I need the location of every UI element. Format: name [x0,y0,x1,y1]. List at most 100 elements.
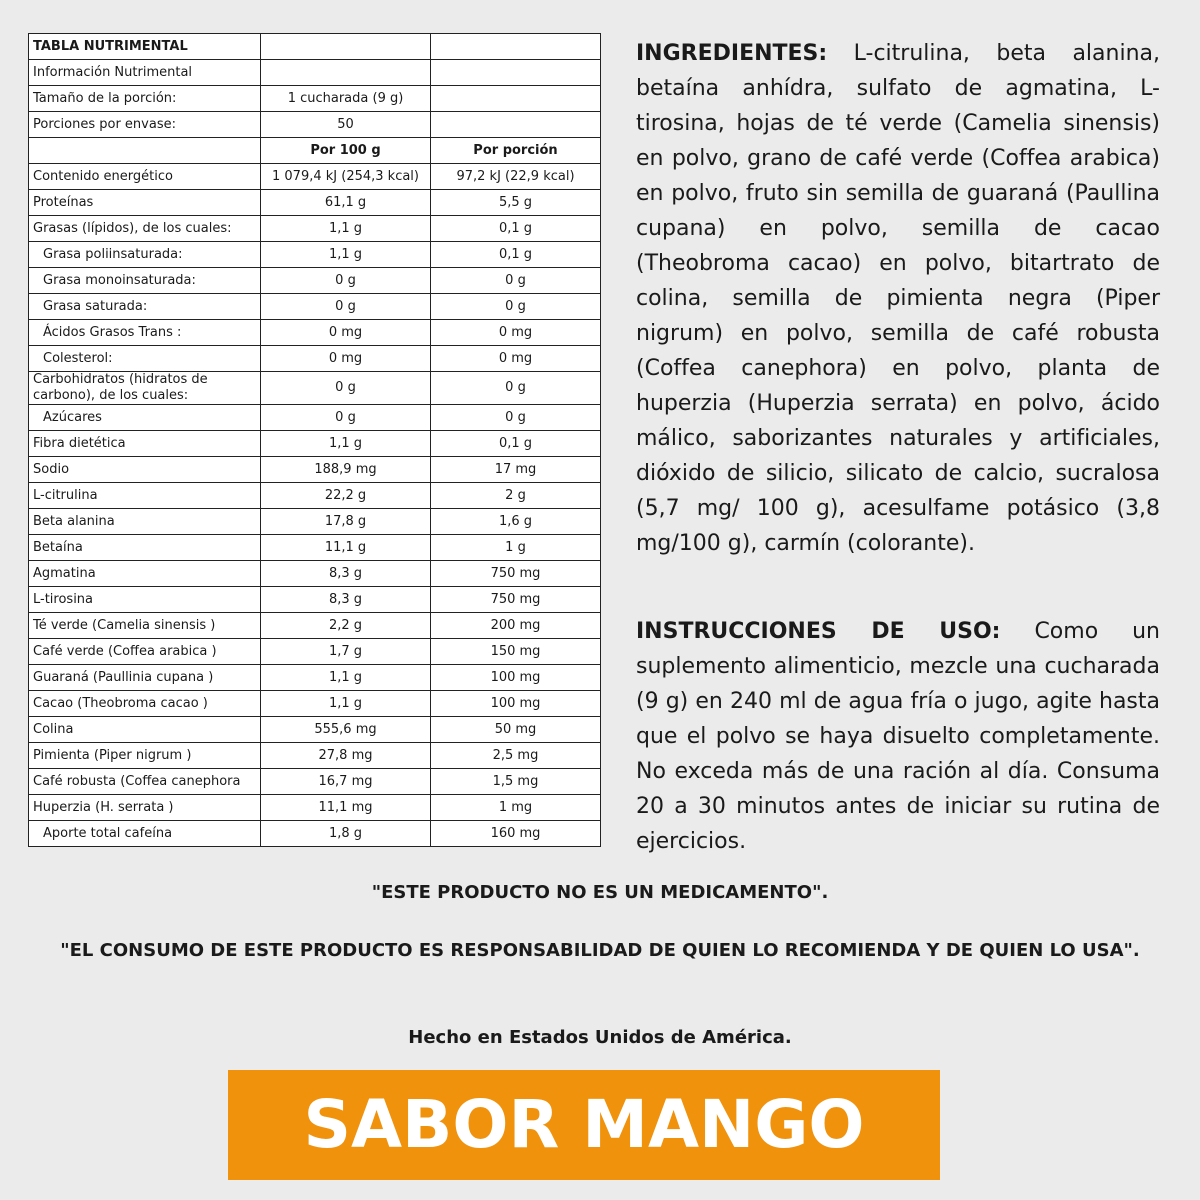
cell: 555,6 mg [260,716,431,743]
cell: 0,1 g [430,215,601,242]
cell: 8,3 g [260,586,431,613]
cell: Guaraná (Paullinia cupana ) [28,664,261,691]
cell: 750 mg [430,586,601,613]
table-title: TABLA NUTRIMENTAL [28,33,261,60]
cell: L-citrulina [28,482,261,509]
table-row: Colina 555,6 mg 50 mg [28,716,601,743]
cell: 0 g [430,293,601,320]
cell: 50 [260,111,431,138]
cell: 5,5 g [430,189,601,216]
text: Como un suplemento alimenticio, mezcle u… [636,619,1160,854]
cell: 16,7 mg [260,768,431,795]
cell: 0,1 g [430,241,601,268]
cell: Grasa saturada: [28,293,261,320]
ingredients: INGREDIENTES: L-citrulina, beta alanina,… [636,36,1160,561]
table-row: Proteínas 61,1 g 5,5 g [28,189,601,216]
table-row: Colesterol: 0 mg 0 mg [28,345,601,372]
cell: 1 g [430,534,601,561]
cell: Azúcares [28,404,261,431]
cell: Ácidos Grasos Trans : [28,319,261,346]
table-row: Grasas (lípidos), de los cuales: 1,1 g 0,1… [28,215,601,242]
cell: 0 mg [260,345,431,372]
table-row: Grasa poliinsaturada: 1,1 g 0,1 g [28,241,601,268]
cell: 1,1 g [260,430,431,457]
cell: Grasa monoinsaturada: [28,267,261,294]
table-row: Café verde (Coffea arabica ) 1,7 g 150 mg [28,638,601,665]
cell: 200 mg [430,612,601,639]
cell: Betaína [28,534,261,561]
label: INGREDIENTES: [636,41,828,66]
cell: 188,9 mg [260,456,431,483]
cell: 0 g [430,267,601,294]
cell: 27,8 mg [260,742,431,769]
cell: 0 mg [260,319,431,346]
table-row: Cacao (Theobroma cacao ) 1,1 g 100 mg [28,690,601,717]
cell: 0,1 g [430,430,601,457]
cell: Fibra dietética [28,430,261,457]
table-row: Carbohidratos (hidratos de carbono), de … [28,371,601,405]
cell: 160 mg [430,820,601,847]
table-row: Aporte total cafeína 1,8 g 160 mg [28,820,601,847]
cell: 22,2 g [260,482,431,509]
cell: Tamaño de la porción: [28,85,261,112]
cell: 1,1 g [260,215,431,242]
table-row: Contenido energético 1 079,4 kJ (254,3 kc… [28,163,601,190]
notice: "ESTE PRODUCTO NO ES UN MEDICAMENTO". [371,882,829,903]
cell: Proteínas [28,189,261,216]
cell: 1,1 g [260,664,431,691]
cell: 2 g [430,482,601,509]
cell: Sodio [28,456,261,483]
cell: Agmatina [28,560,261,587]
flavor-banner: SABOR MANGO [228,1070,940,1180]
table-row: Guaraná (Paullinia cupana ) 1,1 g 100 mg [28,664,601,691]
cell: 0 g [260,404,431,431]
table-row: Beta alanina 17,8 g 1,6 g [28,508,601,535]
cell: 1,8 g [260,820,431,847]
cell: 1,5 mg [430,768,601,795]
cell: 11,1 mg [260,794,431,821]
cell: 0 g [430,404,601,431]
cell: Carbohidratos (hidratos de carbono), de … [28,371,261,405]
cell: 1 mg [430,794,601,821]
cell: 100 mg [430,664,601,691]
cell: Café robusta (Coffea canephora [28,768,261,795]
cell: Grasas (lípidos), de los cuales: [28,215,261,242]
table-row: Sodio 188,9 mg 17 mg [28,456,601,483]
cell: 1,1 g [260,690,431,717]
cell: 11,1 g [260,534,431,561]
instructions: INSTRUCCIONES DE USO: Como un suplemento… [636,614,1160,859]
cell: Beta alanina [28,508,261,535]
cell: 0 mg [430,345,601,372]
cell: 0 g [260,267,431,294]
cell: Colesterol: [28,345,261,372]
nutrition-table: TABLA NUTRIMENTAL Información Nutrimenta… [28,33,601,847]
notice: Hecho en Estados Unidos de América. [408,1027,792,1048]
cell: Porciones por envase: [28,111,261,138]
cell: 50 mg [430,716,601,743]
cell: 0 g [260,293,431,320]
cell: 100 mg [430,690,601,717]
cell: Aporte total cafeína [28,820,261,847]
table-subtitle: Información Nutrimental [28,59,261,86]
cell: 0 mg [430,319,601,346]
cell: 1,7 g [260,638,431,665]
cell: 2,5 mg [430,742,601,769]
cell: Té verde (Camelia sinensis ) [28,612,261,639]
cell: 8,3 g [260,560,431,587]
column-header: Por 100 g [260,137,431,164]
cell: 1,6 g [430,508,601,535]
notice: "EL CONSUMO DE ESTE PRODUCTO ES RESPONSA… [60,940,1140,961]
cell: 17 mg [430,456,601,483]
cell: 0 g [260,371,431,405]
cell: 150 mg [430,638,601,665]
cell: 1,1 g [260,241,431,268]
cell: 750 mg [430,560,601,587]
cell: 97,2 kJ (22,9 kcal) [430,163,601,190]
cell: L-tirosina [28,586,261,613]
cell: 2,2 g [260,612,431,639]
table-row: Agmatina 8,3 g 750 mg [28,560,601,587]
